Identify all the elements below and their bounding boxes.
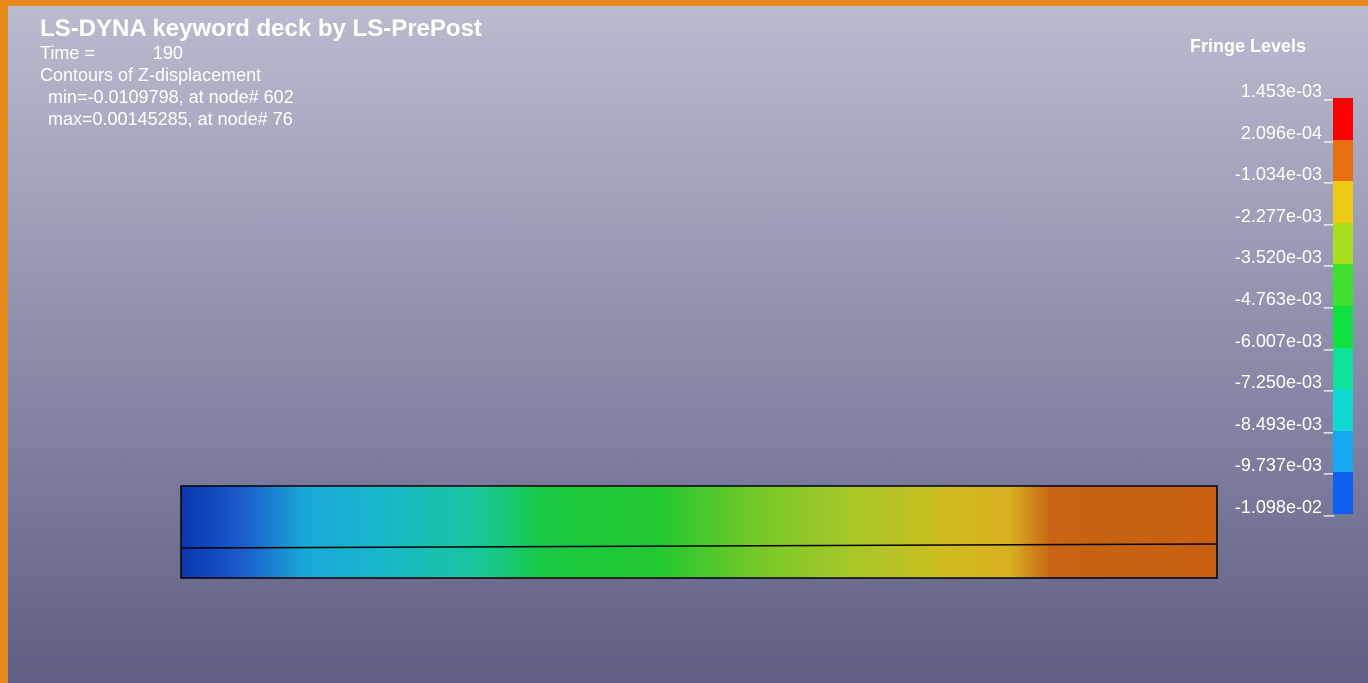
colorbar-segment <box>1333 347 1353 390</box>
colorbar-segment <box>1333 430 1353 473</box>
graphics-viewport[interactable]: LS-DYNA keyword deck by LS-PrePost Time … <box>8 6 1368 683</box>
beam-body <box>180 485 1218 579</box>
fringe-level-label: 2.096e-04 <box>1241 122 1334 144</box>
fringe-level-label: -8.493e-03 <box>1235 413 1334 435</box>
fringe-level-label: -6.007e-03 <box>1235 330 1334 352</box>
fringe-level-label: 1.453e-03 <box>1241 80 1334 102</box>
contour-label: Contours of Z-displacement <box>40 65 262 85</box>
fringe-level-label: -1.034e-03 <box>1235 163 1334 185</box>
fringe-level-label: -1.098e-02 <box>1235 496 1334 518</box>
fringe-level-label: -9.737e-03 <box>1235 454 1334 476</box>
deck-title: LS-DYNA keyword deck by LS-PrePost <box>40 15 482 42</box>
colorbar-segment <box>1333 264 1353 306</box>
colorbar-segment <box>1333 305 1353 348</box>
info-panel: LS-DYNA keyword deck by LS-PrePost Time … <box>40 16 482 130</box>
colorbar-segment <box>1333 472 1353 514</box>
colorbar-segment <box>1333 222 1353 265</box>
beam-model[interactable] <box>180 478 1220 584</box>
min-label: min=-0.0109798, at node# 602 <box>48 87 294 107</box>
fringe-level-label: -3.520e-03 <box>1235 246 1334 268</box>
colorbar-segment <box>1333 98 1353 140</box>
beam-midline <box>180 543 1218 549</box>
colorbar-segment <box>1333 139 1353 182</box>
fringe-levels-title: Fringe Levels <box>1190 36 1307 56</box>
time-value: 190 <box>152 43 183 63</box>
fringe-level-label: -7.250e-03 <box>1235 371 1334 393</box>
fringe-colorbar <box>1333 98 1353 514</box>
colorbar-segment <box>1333 181 1353 223</box>
fringe-level-label: -4.763e-03 <box>1235 288 1334 310</box>
fringe-level-label: -2.277e-03 <box>1235 205 1334 227</box>
colorbar-segment <box>1333 389 1353 431</box>
time-label: Time = <box>40 43 95 63</box>
time-row: Time = 190 <box>40 42 482 64</box>
max-label: max=0.00145285, at node# 76 <box>48 109 293 129</box>
